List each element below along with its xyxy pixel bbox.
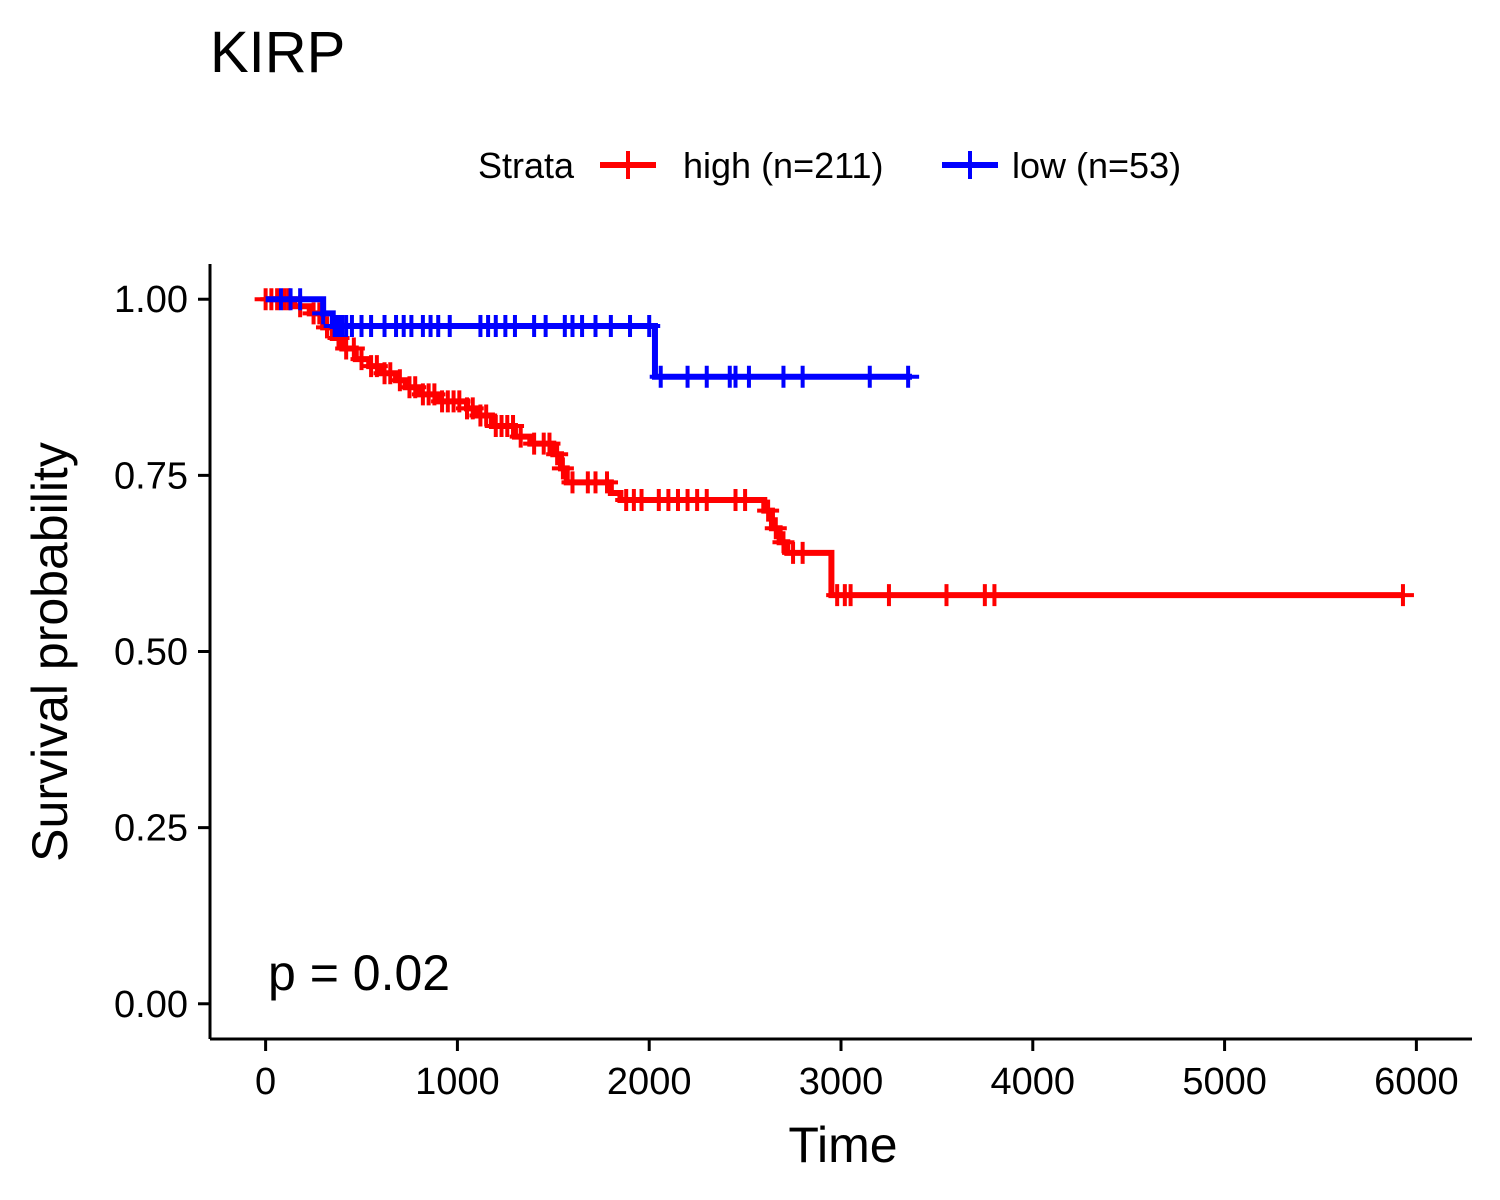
x-tick-label: 1000 [415, 1061, 500, 1103]
legend-key-low [942, 151, 998, 179]
legend-key-high [600, 151, 656, 179]
y-tick-label: 0.00 [114, 984, 188, 1026]
censor-mark [551, 457, 574, 480]
censor-mark [772, 531, 795, 554]
censor-mark [676, 365, 699, 388]
censor-mark [503, 315, 526, 337]
legend-entry-low: low (n=53) [1012, 145, 1181, 186]
censor-mark [1391, 584, 1414, 607]
p-value-annotation: p = 0.02 [268, 945, 450, 1001]
chart-title: KIRP [210, 20, 345, 85]
x-tick-label: 4000 [991, 1061, 1076, 1103]
censor-mark [695, 365, 718, 388]
censor-marks-low [269, 288, 920, 388]
censor-mark [935, 584, 958, 607]
censor-mark [764, 517, 787, 540]
censor-mark [619, 315, 642, 337]
axes: 0 1000 2000 3000 4000 5000 6000 0.00 0.25 0.50 0.7… [114, 264, 1472, 1103]
censor-mark [791, 365, 814, 388]
censor-mark [638, 315, 661, 337]
y-tick-label: 0.25 [114, 808, 188, 850]
y-tick-label: 0.50 [114, 632, 188, 674]
x-axis-title: Time [788, 1117, 897, 1173]
x-tick-label: 5000 [1182, 1061, 1267, 1103]
x-tick-label: 0 [255, 1061, 276, 1103]
legend-entry-high: high (n=211) [683, 145, 883, 186]
censor-mark [757, 499, 780, 522]
x-tick-label: 3000 [799, 1061, 884, 1103]
censor-mark [839, 584, 862, 607]
censor-mark [599, 315, 622, 337]
censor-mark [734, 489, 757, 512]
censor-mark [312, 302, 335, 325]
censor-mark [737, 365, 760, 388]
y-axis-title: Survival probability [22, 442, 78, 862]
censor-mark [897, 365, 920, 388]
censor-mark [649, 365, 672, 388]
censor-mark [858, 365, 881, 388]
censor-mark [983, 584, 1006, 607]
x-tick-label: 6000 [1374, 1061, 1459, 1103]
censor-mark [877, 584, 900, 607]
plot-area [254, 288, 1414, 607]
y-tick-label: 1.00 [114, 279, 188, 321]
censor-mark [695, 489, 718, 512]
survival-curve-high [265, 296, 1403, 599]
legend-title: Strata [478, 145, 575, 186]
legend: Strata high (n=211) low (n=53) [478, 145, 1181, 186]
censor-mark [534, 315, 557, 337]
censor-mark [438, 315, 461, 337]
censor-mark [546, 443, 569, 466]
y-tick-label: 0.75 [114, 455, 188, 497]
censor-mark [772, 365, 795, 388]
censor-mark [596, 471, 619, 494]
censor-mark [791, 541, 814, 564]
censor-mark [475, 404, 498, 427]
x-tick-label: 2000 [607, 1061, 692, 1103]
censor-mark [289, 288, 312, 311]
censor-mark [509, 425, 532, 448]
